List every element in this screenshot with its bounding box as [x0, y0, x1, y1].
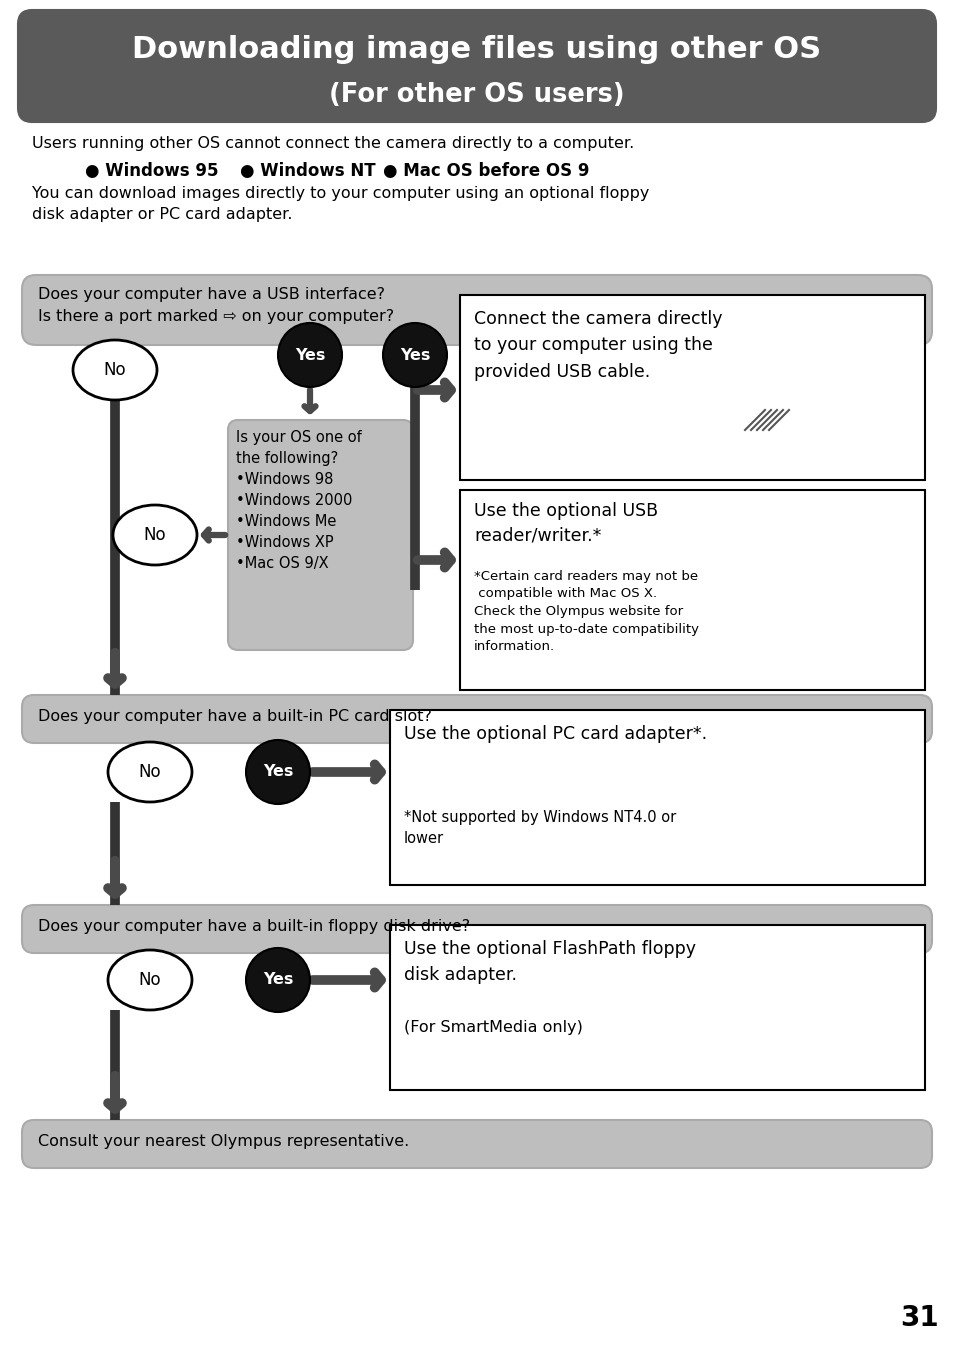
Text: Is your OS one of
the following?
•Windows 98
•Windows 2000
•Windows Me
•Windows : Is your OS one of the following? •Window… [235, 430, 361, 572]
Text: Consult your nearest Olympus representative.: Consult your nearest Olympus representat… [38, 1134, 409, 1149]
Text: Downloading image files using other OS: Downloading image files using other OS [132, 35, 821, 65]
Text: 31: 31 [900, 1305, 939, 1332]
Text: Connect the camera directly
to your computer using the
provided USB cable.: Connect the camera directly to your comp… [474, 309, 721, 381]
Bar [390, 925, 924, 1089]
Bar [390, 710, 924, 885]
FancyBboxPatch shape [22, 695, 931, 742]
Text: You can download images directly to your computer using an optional floppy
disk : You can download images directly to your… [32, 186, 649, 222]
Circle shape [277, 323, 341, 387]
Ellipse shape [108, 950, 192, 1010]
FancyBboxPatch shape [18, 9, 935, 122]
FancyBboxPatch shape [228, 420, 413, 650]
Circle shape [246, 740, 310, 804]
FancyBboxPatch shape [22, 274, 931, 346]
Text: Does your computer have a built-in floppy disk drive?: Does your computer have a built-in flopp… [38, 919, 470, 933]
Ellipse shape [112, 504, 196, 565]
FancyBboxPatch shape [22, 905, 931, 954]
FancyBboxPatch shape [22, 1120, 931, 1167]
Ellipse shape [73, 340, 157, 399]
Text: Use the optional FlashPath floppy
disk adapter.: Use the optional FlashPath floppy disk a… [403, 940, 696, 983]
Text: Yes: Yes [294, 347, 325, 363]
Text: Does your computer have a USB interface?
Is there a port marked ⇨ on your comput: Does your computer have a USB interface?… [38, 286, 394, 324]
Text: Does your computer have a built-in PC card slot?: Does your computer have a built-in PC ca… [38, 709, 432, 724]
Text: No: No [144, 526, 166, 543]
Text: No: No [138, 763, 161, 781]
Text: No: No [104, 360, 126, 379]
Text: *Certain card readers may not be
 compatible with Mac OS X.
Check the Olympus we: *Certain card readers may not be compati… [474, 570, 699, 654]
Text: (For other OS users): (For other OS users) [329, 82, 624, 108]
Bar [459, 490, 924, 690]
Text: Use the optional USB
reader/writer.*: Use the optional USB reader/writer.* [474, 502, 658, 545]
Circle shape [246, 948, 310, 1011]
Text: Users running other OS cannot connect the camera directly to a computer.: Users running other OS cannot connect th… [32, 136, 634, 151]
Text: ● Mac OS before OS 9: ● Mac OS before OS 9 [382, 161, 589, 180]
Ellipse shape [108, 742, 192, 802]
Text: Yes: Yes [262, 764, 293, 780]
Text: No: No [138, 971, 161, 989]
Circle shape [382, 323, 447, 387]
Bar [459, 295, 924, 480]
Text: (For SmartMedia only): (For SmartMedia only) [403, 1020, 582, 1036]
Text: ● Windows NT: ● Windows NT [240, 161, 375, 180]
Text: Use the optional PC card adapter*.: Use the optional PC card adapter*. [403, 725, 706, 742]
Text: Yes: Yes [262, 972, 293, 987]
Text: ● Windows 95: ● Windows 95 [85, 161, 218, 180]
Text: Yes: Yes [399, 347, 430, 363]
Text: *Not supported by Windows NT4.0 or
lower: *Not supported by Windows NT4.0 or lower [403, 810, 676, 846]
